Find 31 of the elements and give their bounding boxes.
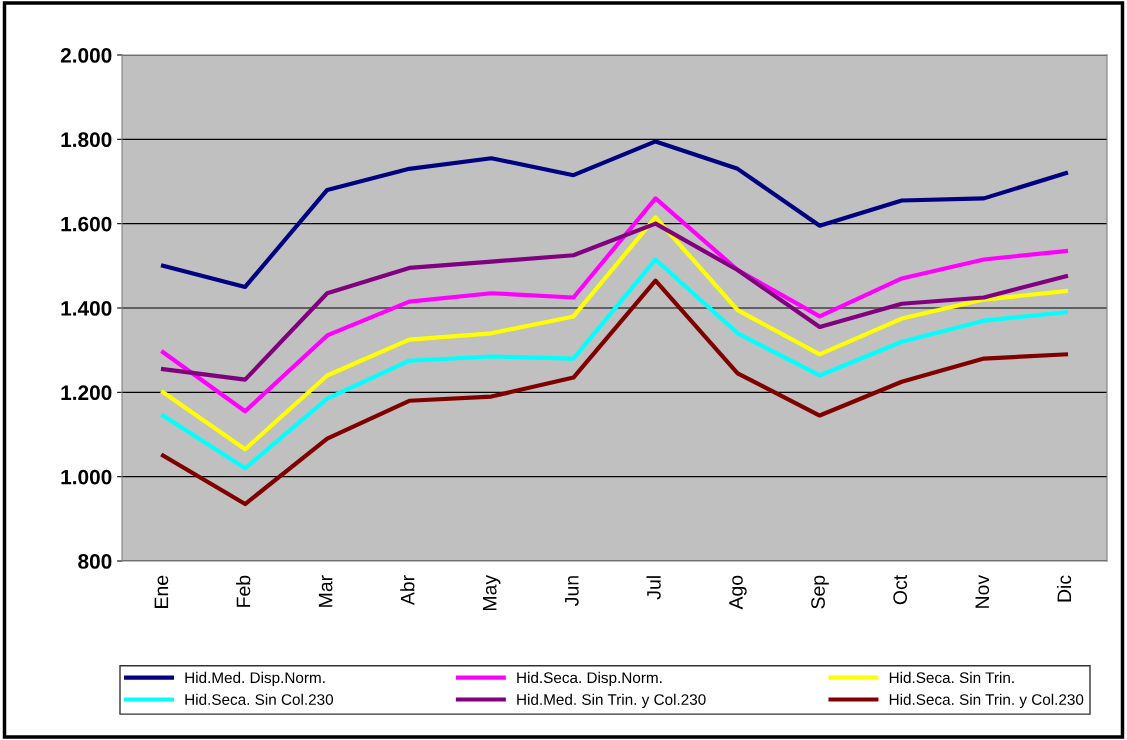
x-tick-label: Mar — [318, 575, 333, 607]
legend-label: Hid.Seca. Sin Trin. y Col.230 — [889, 693, 1084, 708]
x-tick-label: Abr — [400, 575, 415, 606]
x-tick-label: Oct — [893, 575, 908, 605]
y-tick-label: 1.200 — [61, 385, 112, 401]
y-tick-label: 1.000 — [61, 469, 112, 485]
y-tick-label: 2.000 — [60, 48, 112, 63]
legend-label: Hid.Seca. Sin Col.230 — [185, 693, 334, 705]
x-tick-label: Feb — [236, 575, 251, 607]
line-series — [160, 221, 1069, 382]
y-tick-label: 800 — [78, 554, 112, 569]
x-tick-label: Jun — [565, 576, 579, 606]
x-tick-label: Sep — [811, 575, 829, 609]
legend-label: Hid.Seca. Sin Trin. — [889, 671, 1014, 684]
y-tick-label: 1.800 — [61, 132, 112, 148]
line-series — [160, 278, 1069, 507]
legend-label: Hid.Seca. Disp.Norm. — [517, 671, 662, 687]
x-tick-label: Dic — [1056, 575, 1072, 602]
x-tick-label: Ene — [154, 575, 169, 608]
x-tick-label: Nov — [975, 574, 990, 608]
x-tick-label: May — [483, 574, 501, 611]
line-series — [160, 139, 1069, 290]
legend-label: Hid.Med. Disp.Norm. — [185, 671, 325, 687]
legend-label: Hid.Med. Sin Trin. y Col.230 — [517, 693, 706, 708]
line-series — [160, 215, 1069, 452]
x-tick-label: Ago — [729, 575, 747, 610]
line-series — [160, 257, 1069, 471]
line-series — [160, 196, 1069, 414]
y-tick-label: 1.400 — [61, 301, 112, 316]
x-tick-label: Jul — [646, 576, 661, 600]
y-tick-label: 1.600 — [61, 216, 112, 232]
